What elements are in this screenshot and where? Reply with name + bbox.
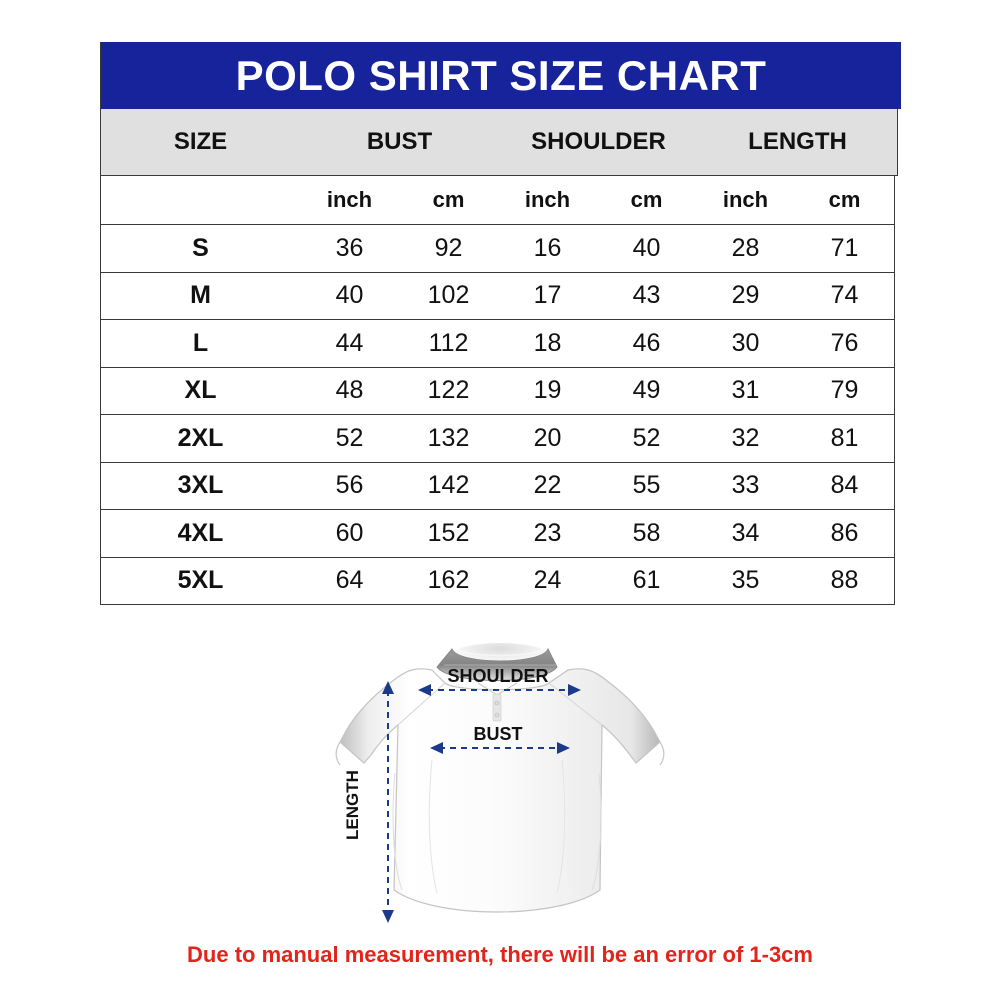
svg-text:SHOULDER: SHOULDER: [447, 666, 548, 686]
svg-text:LENGTH: LENGTH: [343, 770, 362, 840]
svg-text:BUST: BUST: [474, 724, 523, 744]
